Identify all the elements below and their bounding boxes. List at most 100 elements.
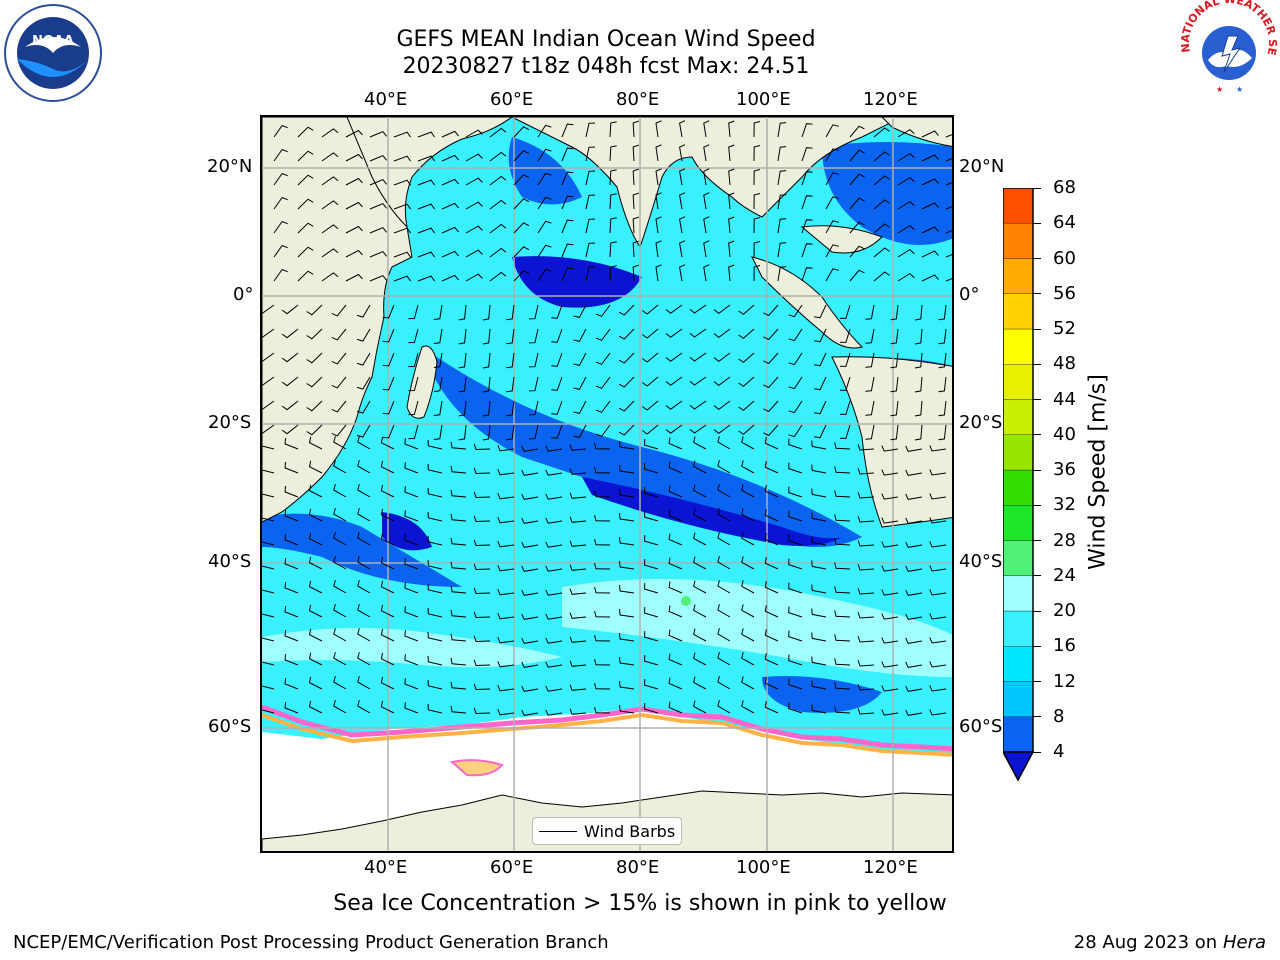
wind-barb bbox=[689, 304, 707, 314]
wind-barb bbox=[945, 158, 952, 162]
wind-barb bbox=[331, 304, 347, 317]
wind-barb bbox=[585, 242, 596, 258]
wind-barbs bbox=[262, 120, 952, 716]
wind-barb bbox=[380, 604, 395, 618]
wind-barb bbox=[473, 707, 491, 715]
wind-barb bbox=[741, 460, 755, 474]
wind-barb bbox=[369, 250, 387, 258]
wind-barb bbox=[811, 488, 827, 498]
lat-tick-left-eq: 0° bbox=[233, 284, 254, 305]
wind-barb bbox=[297, 174, 314, 186]
map-legend: Wind Barbs bbox=[532, 817, 682, 845]
wind-barb bbox=[458, 352, 467, 369]
wind-barb bbox=[404, 702, 419, 714]
wind-barb bbox=[545, 445, 563, 452]
wind-barb bbox=[528, 304, 539, 320]
wind-barb bbox=[873, 175, 890, 186]
wind-barb bbox=[717, 652, 731, 666]
colorbar-tick-label: 52 bbox=[1053, 318, 1076, 339]
colorbar-bin bbox=[1002, 293, 1034, 330]
wind-barb bbox=[521, 541, 539, 548]
nws-logo: NATIONAL WEATHER SERVICE ★ ★ bbox=[1174, 0, 1280, 100]
wind-barb bbox=[458, 424, 467, 441]
chart-subtitle: 20230827 t18z 048h fcst Max: 24.51 bbox=[402, 54, 810, 79]
wind-barb bbox=[306, 352, 323, 364]
wind-barb bbox=[497, 541, 515, 548]
wind-barb bbox=[393, 275, 412, 282]
wind-barb bbox=[857, 636, 875, 643]
wind-barb bbox=[693, 436, 707, 450]
wind-barb bbox=[665, 376, 683, 386]
wind-barb bbox=[551, 328, 563, 343]
wind-barb bbox=[777, 170, 787, 186]
wind-barb bbox=[545, 661, 563, 668]
wind-barb bbox=[297, 246, 314, 258]
wind-barb bbox=[369, 274, 387, 282]
wind-barb bbox=[763, 424, 779, 437]
wind-barb bbox=[753, 265, 761, 282]
wind-barb bbox=[655, 216, 662, 234]
wind-barb bbox=[569, 492, 587, 499]
colorbar-tick-label: 16 bbox=[1053, 635, 1076, 657]
wind-barb bbox=[450, 585, 467, 594]
wind-barb bbox=[393, 179, 412, 186]
wind-barb bbox=[441, 250, 459, 258]
wind-barb bbox=[427, 655, 443, 666]
wind-barb bbox=[668, 461, 683, 474]
wind-barb bbox=[561, 171, 574, 186]
madagascar-land bbox=[406, 345, 438, 419]
footer-branch: NCEP/EMC/Verification Post Processing Pr… bbox=[13, 932, 609, 953]
wind-barb bbox=[561, 195, 574, 210]
wind-barb bbox=[404, 534, 419, 546]
wind-barb bbox=[929, 589, 947, 596]
wind-barb bbox=[528, 424, 539, 440]
wind-barb bbox=[569, 444, 587, 451]
colorbar-tick-label: 36 bbox=[1053, 459, 1076, 480]
strong-wind-band bbox=[562, 579, 952, 677]
wind-barb bbox=[619, 440, 635, 450]
wind-barb bbox=[945, 254, 952, 258]
wind-barb bbox=[717, 580, 731, 594]
wind-barb bbox=[839, 352, 851, 367]
wind-barb bbox=[753, 241, 761, 258]
wind-barb bbox=[873, 127, 890, 138]
wind-barb bbox=[825, 268, 839, 282]
wind-barb bbox=[404, 462, 419, 474]
wind-barb bbox=[764, 653, 779, 666]
wind-barb bbox=[839, 376, 851, 391]
wind-barb bbox=[308, 556, 323, 570]
wind-barb bbox=[393, 227, 412, 234]
chart-title: GEFS MEAN Indian Ocean Wind Speed bbox=[396, 27, 816, 52]
wind-barb bbox=[357, 460, 371, 474]
wind-barb bbox=[618, 304, 635, 316]
wind-barb bbox=[382, 328, 395, 343]
wind-barb bbox=[331, 376, 347, 389]
wind-barb bbox=[728, 144, 735, 162]
wind-barb bbox=[321, 152, 339, 162]
wind-barb bbox=[380, 532, 395, 546]
wind-barb bbox=[595, 424, 611, 437]
wind-barb bbox=[788, 678, 803, 690]
wind-barb bbox=[551, 376, 563, 391]
wind-barb bbox=[417, 251, 436, 258]
wind-barb bbox=[458, 328, 467, 345]
wind-barb bbox=[814, 400, 827, 415]
wind-barb bbox=[738, 352, 755, 363]
wind-barb bbox=[521, 709, 539, 716]
wind-barb bbox=[333, 460, 347, 474]
wind-barb bbox=[834, 538, 851, 546]
wind-barb bbox=[881, 445, 899, 452]
wind-barb bbox=[441, 274, 459, 282]
wind-barb bbox=[914, 400, 923, 417]
wind-barb bbox=[545, 685, 563, 692]
strong-wind-band-west bbox=[262, 628, 562, 668]
wind-barb bbox=[897, 176, 915, 186]
wind-barb bbox=[945, 182, 952, 186]
wind-barb bbox=[345, 249, 363, 258]
wind-barb bbox=[465, 225, 483, 234]
wind-barb bbox=[632, 264, 639, 282]
colorbar-tick-mark bbox=[1033, 293, 1041, 295]
wind-barb bbox=[417, 131, 436, 138]
wind-barb bbox=[561, 123, 574, 138]
wind-barb bbox=[811, 704, 827, 714]
